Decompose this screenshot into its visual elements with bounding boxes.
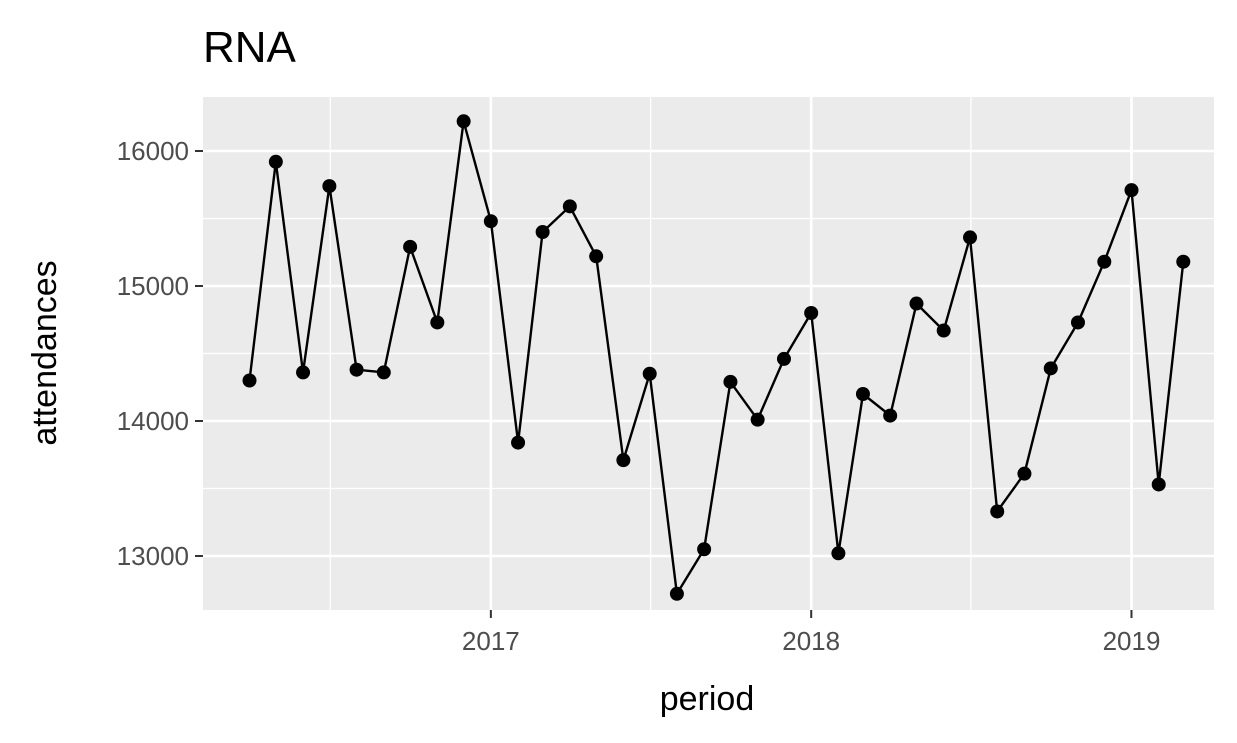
data-point <box>1176 254 1191 269</box>
data-point <box>1070 315 1085 330</box>
data-series <box>242 114 1191 601</box>
data-point <box>1124 183 1139 198</box>
data-point <box>589 249 604 264</box>
chart-title: RNA <box>203 23 297 72</box>
data-point <box>430 315 445 330</box>
data-point <box>562 199 577 214</box>
data-point <box>855 387 870 401</box>
data-point <box>1017 466 1032 481</box>
data-point <box>831 546 846 561</box>
y-tick-label: 15000 <box>117 271 189 301</box>
data-point <box>1043 361 1058 376</box>
y-tick-label: 16000 <box>117 136 189 166</box>
y-axis-title: attendances <box>26 260 64 445</box>
data-point <box>483 214 498 229</box>
data-point <box>1097 254 1112 269</box>
x-tick-label: 2018 <box>782 626 840 656</box>
data-point <box>776 351 791 366</box>
data-point <box>963 230 978 245</box>
series-line <box>248 120 1185 595</box>
data-point <box>616 453 631 468</box>
data-point <box>723 374 738 389</box>
data-point <box>322 179 337 194</box>
y-axis: 13000 14000 15000 16000 <box>117 136 203 571</box>
data-point <box>990 504 1005 519</box>
data-point <box>697 542 712 557</box>
data-point <box>1151 477 1166 492</box>
data-point <box>909 296 924 311</box>
x-axis-title: period <box>660 680 755 718</box>
data-point <box>669 586 684 601</box>
data-point <box>750 412 765 427</box>
data-point <box>804 306 819 320</box>
data-point <box>456 114 471 129</box>
x-tick-label: 2019 <box>1103 626 1161 656</box>
data-point <box>511 435 526 450</box>
major-gridlines <box>203 97 1214 610</box>
data-point <box>376 365 391 380</box>
data-point <box>403 239 418 254</box>
x-axis: 2017 2018 2019 <box>462 610 1160 656</box>
data-point <box>268 154 283 169</box>
data-point <box>535 225 550 239</box>
data-point <box>936 323 951 338</box>
data-point <box>242 373 257 388</box>
data-point <box>349 362 364 377</box>
y-tick-label: 13000 <box>117 541 189 571</box>
x-tick-label: 2017 <box>462 626 520 656</box>
data-point <box>642 366 657 381</box>
data-point <box>883 408 898 423</box>
y-tick-label: 14000 <box>117 406 189 436</box>
data-point <box>296 365 311 380</box>
